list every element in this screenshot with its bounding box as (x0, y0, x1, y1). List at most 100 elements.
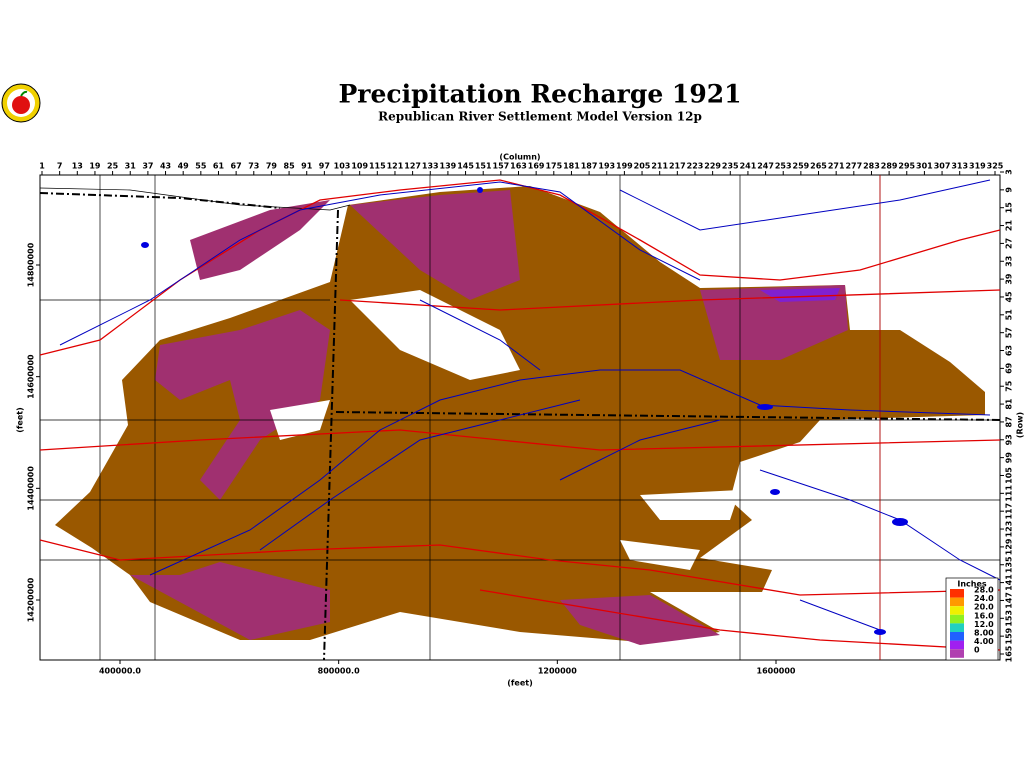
row-tick-label: 51 (1005, 309, 1014, 321)
row-tick-label: 159 (1005, 627, 1014, 644)
row-tick-label: 57 (1005, 327, 1014, 338)
legend-swatch (950, 589, 964, 598)
x-tick-label: 400000.0 (99, 667, 141, 676)
column-tick-label: 73 (248, 162, 259, 171)
column-tick-label: 115 (369, 162, 386, 171)
column-tick-label: 1 (39, 162, 45, 171)
legend-title: Inches (957, 580, 987, 589)
column-tick-label: 187 (581, 162, 598, 171)
y-label: (feet) (16, 407, 25, 432)
column-tick-label: 109 (351, 162, 368, 171)
column-tick-label: 31 (125, 162, 137, 171)
column-tick-label: 151 (475, 162, 492, 171)
column-tick-label: 85 (284, 162, 296, 171)
row-tick-label: 99 (1005, 452, 1014, 464)
column-tick-label: 163 (510, 162, 527, 171)
row-tick-label: 39 (1005, 273, 1014, 285)
column-tick-label: 259 (793, 162, 810, 171)
column-tick-label: 55 (195, 162, 207, 171)
row-tick-label: 111 (1005, 485, 1014, 502)
row-tick-label: 33 (1005, 256, 1014, 267)
row-label: (Row) (1016, 412, 1024, 438)
row-tick-label: 135 (1005, 556, 1014, 573)
column-tick-label: 223 (687, 162, 704, 171)
column-tick-label: 277 (845, 162, 862, 171)
legend-label: 20.0 (974, 603, 994, 612)
row-tick-label: 141 (1005, 574, 1014, 591)
column-tick-label: 307 (934, 162, 951, 171)
column-tick-label: 217 (669, 162, 686, 171)
legend-swatch (950, 597, 964, 607)
column-tick-label: 61 (213, 162, 225, 171)
row-tick-label: 153 (1005, 610, 1014, 627)
legend-label: 24.0 (974, 594, 994, 603)
row-tick-label: 81 (1005, 398, 1014, 410)
x-tick-label: 800000.0 (318, 667, 360, 676)
column-tick-label: 37 (142, 162, 153, 171)
legend-swatch (950, 640, 964, 650)
column-tick-label: 91 (301, 162, 313, 171)
row-tick-label: 117 (1005, 503, 1014, 520)
title: Precipitation Recharge 1921 (338, 80, 741, 109)
column-label: (Column) (499, 153, 540, 162)
row-tick-label: 75 (1005, 380, 1014, 392)
column-tick-label: 325 (987, 162, 1004, 171)
column-tick-label: 247 (757, 162, 774, 171)
legend-swatch (950, 614, 964, 624)
column-tick-label: 121 (387, 162, 404, 171)
subtitle: Republican River Settlement Model Versio… (378, 110, 702, 124)
column-tick-label: 271 (828, 162, 845, 171)
column-tick-label: 253 (775, 162, 792, 171)
column-tick-label: 235 (722, 162, 739, 171)
column-tick-label: 25 (107, 162, 119, 171)
x-tick-label: 1600000 (757, 667, 796, 676)
legend-label: 16.0 (974, 611, 994, 620)
column-tick-label: 139 (440, 162, 457, 171)
row-tick-label: 129 (1005, 538, 1014, 555)
column-tick-label: 103 (334, 162, 351, 171)
column-tick-label: 43 (160, 162, 171, 171)
row-tick-label: 21 (1005, 220, 1014, 232)
column-tick-label: 199 (616, 162, 633, 171)
column-tick-label: 241 (740, 162, 757, 171)
legend-swatch (950, 649, 964, 658)
legend-label: 12.0 (974, 620, 994, 629)
legend-swatch (950, 623, 964, 632)
map-area (39, 174, 1001, 661)
column-tick-label: 145 (457, 162, 474, 171)
row-tick-label: 63 (1005, 345, 1014, 356)
logo (1, 83, 41, 123)
row-tick-label: 105 (1005, 467, 1014, 484)
column-tick-label: 97 (319, 162, 330, 171)
legend-label: 4.00 (974, 637, 994, 646)
row-tick-label: 27 (1005, 238, 1014, 249)
column-tick-label: 157 (493, 162, 510, 171)
column-tick-label: 295 (898, 162, 915, 171)
x-tick-label: 1200000 (538, 667, 577, 676)
legend-swatch (950, 632, 964, 641)
row-tick-label: 15 (1005, 202, 1014, 214)
x-label: (feet) (507, 679, 532, 688)
column-tick-label: 313 (951, 162, 968, 171)
column-tick-label: 175 (545, 162, 562, 171)
row-tick-label: 147 (1005, 592, 1014, 609)
y-tick-label: 14600000 (27, 354, 36, 399)
column-tick-label: 289 (881, 162, 898, 171)
column-tick-label: 283 (863, 162, 880, 171)
column-tick-label: 205 (634, 162, 651, 171)
column-tick-label: 211 (651, 162, 668, 171)
column-tick-label: 7 (57, 162, 63, 171)
column-tick-label: 127 (404, 162, 421, 171)
column-tick-label: 193 (598, 162, 615, 171)
y-tick-label: 14200000 (27, 577, 36, 622)
legend-swatch (950, 606, 964, 615)
column-tick-label: 67 (231, 162, 242, 171)
column-tick-label: 301 (916, 162, 933, 171)
row-tick-label: 165 (1005, 645, 1014, 662)
column-tick-label: 133 (422, 162, 439, 171)
legend-label: 0 (974, 646, 980, 655)
column-tick-label: 79 (266, 162, 278, 171)
legend-label: 28.0 (974, 586, 994, 595)
column-tick-label: 49 (178, 162, 190, 171)
row-tick-label: 87 (1005, 416, 1014, 427)
